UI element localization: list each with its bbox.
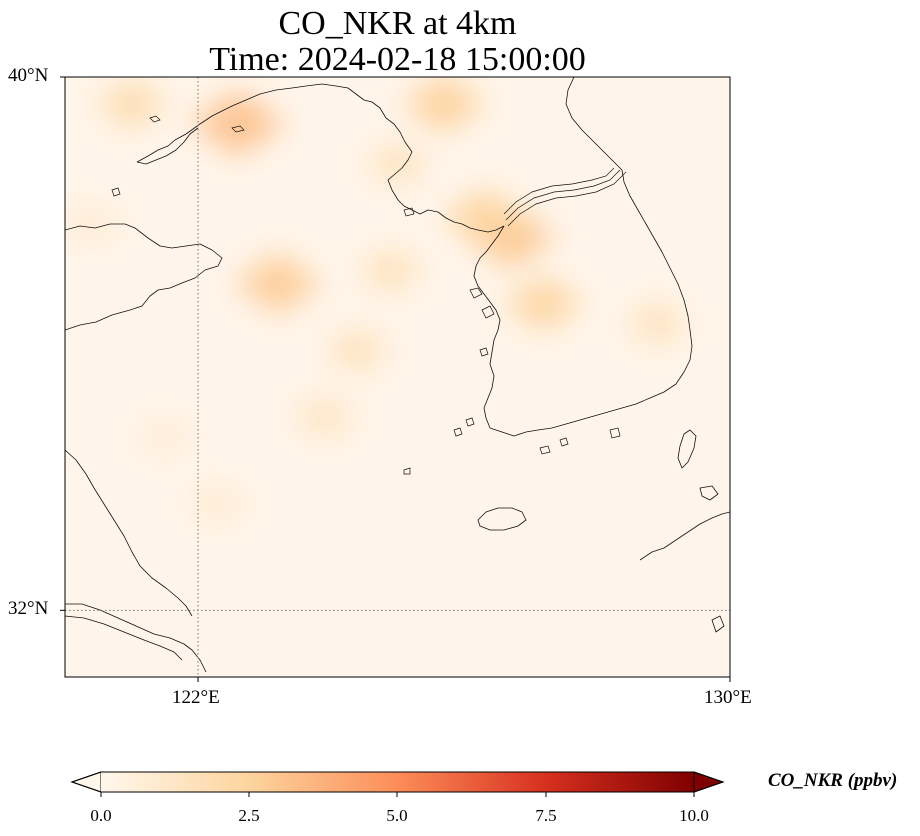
korea-south-coast — [489, 383, 677, 437]
lon-tick-label-122e: 122°E — [172, 687, 220, 708]
colorbar-gradient — [101, 772, 694, 792]
co-blob-13 — [135, 416, 194, 458]
co-blob-8 — [291, 393, 358, 441]
jeju-island — [477, 507, 527, 531]
colorbar — [70, 771, 725, 797]
colorbar-title: CO_NKR (ppbv) — [768, 770, 898, 791]
co-blob-9 — [356, 245, 426, 295]
tsushima-island — [677, 429, 697, 469]
japan-south — [711, 615, 725, 633]
map-title-line2: Time: 2024-02-18 15:00:00 — [209, 41, 586, 78]
map-title-line1: CO_NKR at 4km — [278, 5, 517, 42]
japan-islands — [699, 485, 719, 501]
co-blob-10 — [363, 139, 432, 188]
co-blob-12 — [187, 482, 248, 525]
china-east-coast — [65, 449, 193, 617]
liaodong-bay-coast — [136, 83, 505, 233]
co-blob-7 — [322, 325, 393, 375]
lon-tick-label-130e: 130°E — [704, 687, 752, 708]
co-blob-4 — [441, 187, 526, 247]
tick-marks — [60, 76, 731, 682]
map-frame — [64, 76, 731, 678]
korea-east-coast — [621, 169, 693, 385]
yangtze-south-bank — [65, 615, 183, 661]
japan-kyushu-coast — [639, 511, 730, 561]
co-blob-6 — [233, 252, 323, 315]
liaodong-peninsula — [136, 127, 199, 165]
small-islands — [111, 115, 621, 475]
colorbar-label-5: 5.0 — [386, 806, 408, 825]
colorbar-ticks — [100, 792, 695, 797]
colorbar-high-extend — [693, 771, 725, 793]
co-concentration-field — [65, 77, 691, 525]
co-blob-14 — [65, 202, 122, 245]
coastlines — [65, 77, 730, 673]
north-korea-east-coast — [565, 77, 623, 171]
co-blob-1 — [93, 77, 170, 131]
lat-tick-label-40n: 40°N — [8, 65, 49, 86]
colorbar-label-0: 0.0 — [90, 806, 112, 825]
yangtze-estuary — [65, 603, 207, 673]
colorbar-label-7-5: 7.5 — [535, 806, 557, 825]
co-blob-5 — [502, 274, 585, 333]
co-blob-2 — [401, 77, 487, 134]
colorbar-label-10: 10.0 — [679, 806, 709, 825]
korea-west-coast — [473, 225, 505, 429]
co-blob-0 — [190, 90, 286, 157]
china-north-coast — [65, 223, 223, 331]
lat-tick-label-32n: 32°N — [8, 598, 49, 620]
co-blob-11 — [622, 299, 691, 348]
border-lines — [503, 167, 627, 227]
colorbar-label-2-5: 2.5 — [238, 806, 260, 825]
gridlines — [65, 77, 730, 677]
colorbar-low-extend — [70, 771, 102, 793]
